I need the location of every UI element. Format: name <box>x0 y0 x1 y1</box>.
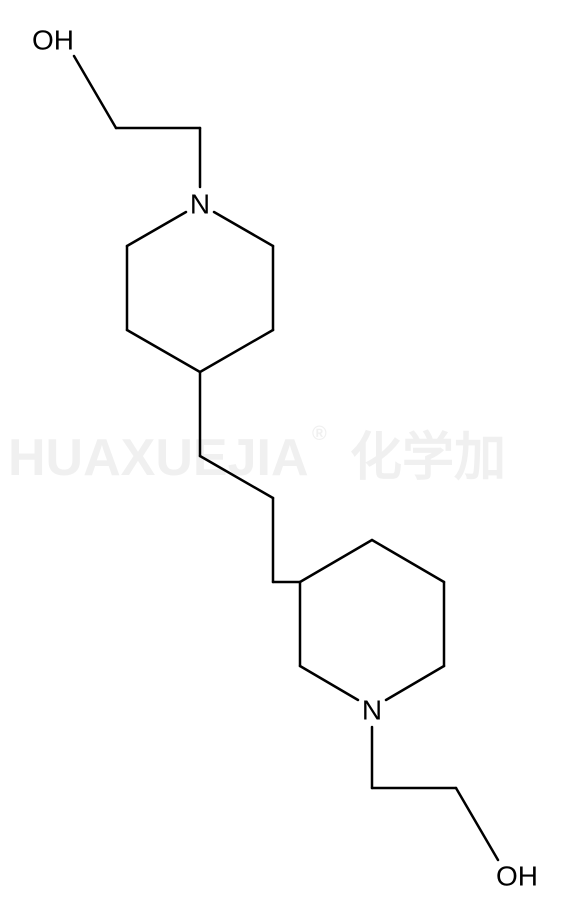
bond-14 <box>372 540 444 582</box>
bond-3 <box>127 212 186 246</box>
bond-5 <box>127 330 200 372</box>
bond-8 <box>214 212 273 246</box>
watermark-right: 化学加 <box>350 429 506 487</box>
bond-17 <box>300 666 358 700</box>
bond-16 <box>386 666 444 700</box>
atom-label-OH1: OH <box>32 25 74 56</box>
molecule-diagram: HUAXUEJIA® 化学加 OH N N OH <box>0 0 566 920</box>
bond-0 <box>74 56 116 128</box>
bond-6 <box>200 330 273 372</box>
watermark-reg: ® <box>312 423 327 445</box>
atom-label-N1: N <box>190 189 210 220</box>
atom-label-N2: N <box>362 695 382 726</box>
bond-21 <box>456 788 498 860</box>
watermark-left: HUAXUEJIA <box>8 429 309 487</box>
atom-label-OH2: OH <box>496 861 538 892</box>
watermark: HUAXUEJIA® 化学加 <box>8 423 506 487</box>
bond-13 <box>300 540 372 582</box>
